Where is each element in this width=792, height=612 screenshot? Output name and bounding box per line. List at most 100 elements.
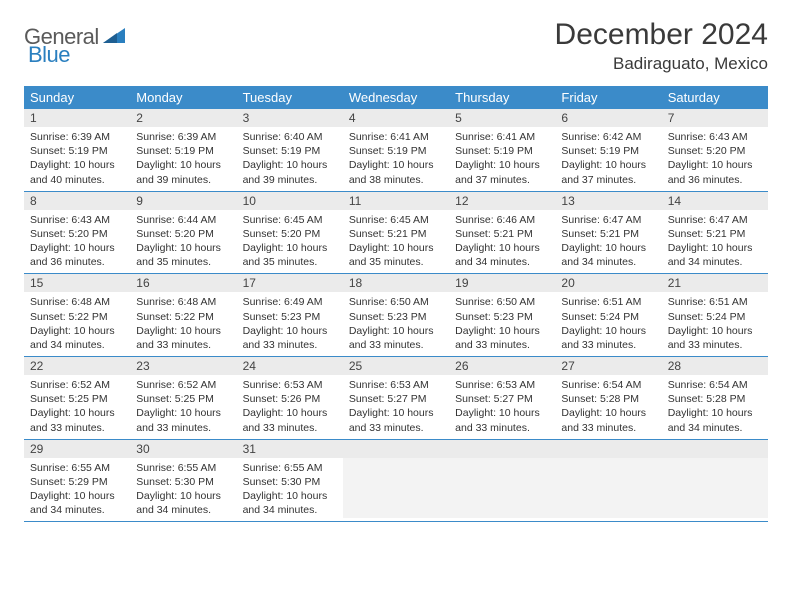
day-number: 19: [449, 274, 555, 292]
weekday-sat: Saturday: [662, 86, 768, 109]
day-body: Sunrise: 6:53 AMSunset: 5:26 PMDaylight:…: [237, 375, 343, 439]
sunrise-text: Sunrise: 6:53 AM: [455, 378, 549, 392]
day-body: Sunrise: 6:45 AMSunset: 5:21 PMDaylight:…: [343, 210, 449, 274]
day-number: 27: [555, 357, 661, 375]
daylight-text-1: Daylight: 10 hours: [455, 241, 549, 255]
day-body: Sunrise: 6:47 AMSunset: 5:21 PMDaylight:…: [555, 210, 661, 274]
sunrise-text: Sunrise: 6:55 AM: [136, 461, 230, 475]
sunrise-text: Sunrise: 6:52 AM: [30, 378, 124, 392]
day-number: 14: [662, 192, 768, 210]
day-cell: 27Sunrise: 6:54 AMSunset: 5:28 PMDayligh…: [555, 357, 661, 439]
sunrise-text: Sunrise: 6:40 AM: [243, 130, 337, 144]
daylight-text-2: and 34 minutes.: [668, 255, 762, 269]
sunrise-text: Sunrise: 6:41 AM: [349, 130, 443, 144]
day-cell: 19Sunrise: 6:50 AMSunset: 5:23 PMDayligh…: [449, 274, 555, 356]
day-number: 17: [237, 274, 343, 292]
daylight-text-2: and 34 minutes.: [30, 338, 124, 352]
day-body: Sunrise: 6:46 AMSunset: 5:21 PMDaylight:…: [449, 210, 555, 274]
sunrise-text: Sunrise: 6:52 AM: [136, 378, 230, 392]
daylight-text-2: and 33 minutes.: [136, 338, 230, 352]
daylight-text-1: Daylight: 10 hours: [455, 324, 549, 338]
sunrise-text: Sunrise: 6:51 AM: [561, 295, 655, 309]
day-body: [343, 458, 449, 518]
daylight-text-2: and 37 minutes.: [561, 173, 655, 187]
day-body: Sunrise: 6:44 AMSunset: 5:20 PMDaylight:…: [130, 210, 236, 274]
day-body: Sunrise: 6:48 AMSunset: 5:22 PMDaylight:…: [130, 292, 236, 356]
daylight-text-2: and 33 minutes.: [30, 421, 124, 435]
sunset-text: Sunset: 5:20 PM: [243, 227, 337, 241]
day-number: 31: [237, 440, 343, 458]
day-number: 1: [24, 109, 130, 127]
day-cell: 23Sunrise: 6:52 AMSunset: 5:25 PMDayligh…: [130, 357, 236, 439]
daylight-text-2: and 33 minutes.: [455, 421, 549, 435]
day-body: Sunrise: 6:47 AMSunset: 5:21 PMDaylight:…: [662, 210, 768, 274]
sunrise-text: Sunrise: 6:55 AM: [243, 461, 337, 475]
sunset-text: Sunset: 5:27 PM: [455, 392, 549, 406]
sunset-text: Sunset: 5:26 PM: [243, 392, 337, 406]
daylight-text-1: Daylight: 10 hours: [455, 158, 549, 172]
day-cell: 4Sunrise: 6:41 AMSunset: 5:19 PMDaylight…: [343, 109, 449, 191]
day-cell: 1Sunrise: 6:39 AMSunset: 5:19 PMDaylight…: [24, 109, 130, 191]
day-cell: 5Sunrise: 6:41 AMSunset: 5:19 PMDaylight…: [449, 109, 555, 191]
sunset-text: Sunset: 5:19 PM: [136, 144, 230, 158]
daylight-text-2: and 34 minutes.: [561, 255, 655, 269]
day-number: 15: [24, 274, 130, 292]
daylight-text-2: and 33 minutes.: [243, 338, 337, 352]
daylight-text-2: and 33 minutes.: [668, 338, 762, 352]
sunset-text: Sunset: 5:30 PM: [136, 475, 230, 489]
sunset-text: Sunset: 5:23 PM: [455, 310, 549, 324]
sunset-text: Sunset: 5:29 PM: [30, 475, 124, 489]
day-number: 29: [24, 440, 130, 458]
daylight-text-2: and 35 minutes.: [243, 255, 337, 269]
day-number: 7: [662, 109, 768, 127]
day-number: 5: [449, 109, 555, 127]
sunrise-text: Sunrise: 6:48 AM: [136, 295, 230, 309]
day-cell: [555, 440, 661, 522]
day-body: Sunrise: 6:41 AMSunset: 5:19 PMDaylight:…: [449, 127, 555, 191]
sunset-text: Sunset: 5:22 PM: [136, 310, 230, 324]
day-cell: 6Sunrise: 6:42 AMSunset: 5:19 PMDaylight…: [555, 109, 661, 191]
daylight-text-1: Daylight: 10 hours: [243, 158, 337, 172]
day-body: Sunrise: 6:41 AMSunset: 5:19 PMDaylight:…: [343, 127, 449, 191]
sunrise-text: Sunrise: 6:39 AM: [136, 130, 230, 144]
sunrise-text: Sunrise: 6:51 AM: [668, 295, 762, 309]
logo-line2: Blue: [28, 42, 70, 68]
day-number: 4: [343, 109, 449, 127]
week-row: 1Sunrise: 6:39 AMSunset: 5:19 PMDaylight…: [24, 109, 768, 192]
daylight-text-2: and 34 minutes.: [455, 255, 549, 269]
daylight-text-1: Daylight: 10 hours: [668, 241, 762, 255]
day-body: Sunrise: 6:50 AMSunset: 5:23 PMDaylight:…: [343, 292, 449, 356]
day-number: 9: [130, 192, 236, 210]
day-body: Sunrise: 6:51 AMSunset: 5:24 PMDaylight:…: [555, 292, 661, 356]
daylight-text-2: and 36 minutes.: [668, 173, 762, 187]
weekday-sun: Sunday: [24, 86, 130, 109]
day-cell: [343, 440, 449, 522]
header: General December 2024 Badiraguato, Mexic…: [24, 18, 768, 74]
daylight-text-2: and 35 minutes.: [349, 255, 443, 269]
day-number: 6: [555, 109, 661, 127]
day-number: 28: [662, 357, 768, 375]
day-cell: 17Sunrise: 6:49 AMSunset: 5:23 PMDayligh…: [237, 274, 343, 356]
day-body: Sunrise: 6:39 AMSunset: 5:19 PMDaylight:…: [24, 127, 130, 191]
day-cell: [662, 440, 768, 522]
sunrise-text: Sunrise: 6:49 AM: [243, 295, 337, 309]
sunrise-text: Sunrise: 6:54 AM: [668, 378, 762, 392]
weekday-tue: Tuesday: [237, 86, 343, 109]
daylight-text-1: Daylight: 10 hours: [136, 489, 230, 503]
day-number: 10: [237, 192, 343, 210]
sunrise-text: Sunrise: 6:43 AM: [30, 213, 124, 227]
daylight-text-1: Daylight: 10 hours: [243, 489, 337, 503]
day-cell: 10Sunrise: 6:45 AMSunset: 5:20 PMDayligh…: [237, 192, 343, 274]
sunset-text: Sunset: 5:19 PM: [561, 144, 655, 158]
day-cell: 29Sunrise: 6:55 AMSunset: 5:29 PMDayligh…: [24, 440, 130, 522]
day-number: 30: [130, 440, 236, 458]
day-body: Sunrise: 6:39 AMSunset: 5:19 PMDaylight:…: [130, 127, 236, 191]
weekday-mon: Monday: [130, 86, 236, 109]
sunrise-text: Sunrise: 6:43 AM: [668, 130, 762, 144]
day-body: Sunrise: 6:48 AMSunset: 5:22 PMDaylight:…: [24, 292, 130, 356]
day-body: Sunrise: 6:40 AMSunset: 5:19 PMDaylight:…: [237, 127, 343, 191]
daylight-text-2: and 33 minutes.: [349, 421, 443, 435]
sunrise-text: Sunrise: 6:53 AM: [349, 378, 443, 392]
weekday-thu: Thursday: [449, 86, 555, 109]
daylight-text-1: Daylight: 10 hours: [243, 406, 337, 420]
